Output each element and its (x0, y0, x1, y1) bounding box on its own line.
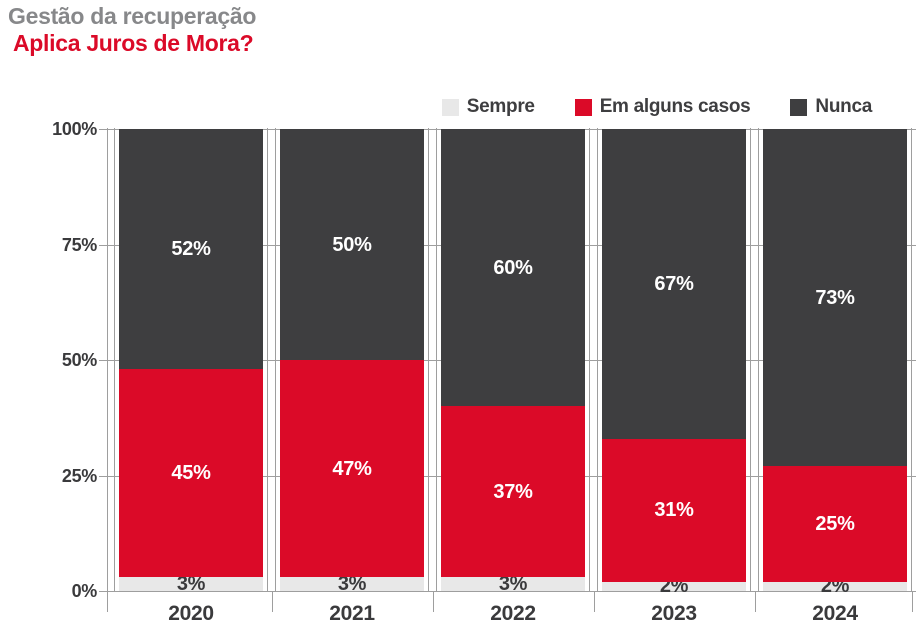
panel-border-right (267, 128, 268, 592)
panel-border-left (758, 128, 759, 592)
bar-segment-nunca: 52% (119, 129, 263, 370)
panel-border-left (275, 128, 276, 592)
bar-2021: 3% 47% 50% (280, 128, 424, 596)
bar-segment-nunca: 50% (280, 129, 424, 360)
legend-item-nunca: Nunca (790, 96, 872, 118)
bar-segment-sempre: 2% (763, 576, 907, 596)
y-tick-label-75: 75% (61, 234, 97, 255)
bar-segment-em-alguns-casos: 47% (280, 360, 424, 578)
legend-label: Nunca (815, 96, 872, 117)
segment-value-label: 3% (498, 573, 528, 596)
segment-value-label: 73% (815, 286, 855, 309)
segment-value-label: 31% (654, 499, 694, 522)
plot-area: 0% 25% 50% 75% 100% 3% 45% 52% 2020 3% 47% 50% 2021 3… (0, 119, 917, 625)
x-tick-label-2024: 2024 (812, 602, 858, 625)
y-tick-label-100: 100% (52, 119, 97, 139)
bar-2022: 3% 37% 60% (441, 128, 585, 596)
x-axis-tick (432, 592, 434, 612)
gridline-0pct (99, 591, 916, 592)
x-tick-label-2022: 2022 (490, 602, 536, 625)
panel-border-right (428, 128, 429, 592)
legend-item-em-alguns-casos: Em alguns casos (574, 96, 751, 118)
y-axis-line (107, 128, 108, 612)
legend-label: Em alguns casos (599, 96, 751, 117)
bar-2024: 2% 25% 73% (763, 128, 907, 596)
y-tick-label-0: 0% (71, 581, 98, 601)
bar-segment-em-alguns-casos: 25% (763, 466, 907, 582)
bar-2020: 3% 45% 52% (119, 128, 263, 596)
segment-value-label: 3% (337, 573, 367, 596)
x-tick-label-2021: 2021 (329, 602, 375, 625)
panel-border-left (114, 128, 115, 592)
segment-value-label: 47% (332, 457, 372, 480)
legend-item-sempre: Sempre (441, 96, 535, 118)
y-tick-label-25: 25% (61, 465, 97, 486)
segment-value-label: 45% (171, 462, 211, 485)
segment-value-label: 60% (493, 256, 533, 279)
segment-value-label: 50% (332, 233, 372, 256)
segment-value-label: 25% (815, 513, 855, 536)
legend-swatch-sempre-icon (441, 98, 459, 116)
panel-border-right (750, 128, 751, 592)
bar-2023: 2% 31% 67% (602, 128, 746, 596)
x-axis-tick (271, 592, 273, 612)
chart-title: Gestão da recuperação (8, 3, 257, 29)
segment-value-label: 52% (171, 238, 211, 261)
legend-swatch-nunca-icon (790, 98, 808, 116)
panel-border-left (597, 128, 598, 592)
bar-segment-em-alguns-casos: 45% (119, 369, 263, 578)
segment-value-label: 37% (493, 480, 533, 503)
panel-border-right (911, 128, 912, 592)
x-axis-tick (754, 592, 756, 612)
legend: Sempre Em alguns casos Nunca (441, 96, 872, 118)
x-axis-tick-right (911, 592, 913, 612)
bar-segment-nunca: 73% (763, 129, 907, 467)
bar-segment-sempre: 2% (602, 576, 746, 596)
panel-border-left (436, 128, 437, 592)
bar-segment-em-alguns-casos: 37% (441, 406, 585, 578)
bar-segment-nunca: 60% (441, 129, 585, 407)
bar-segment-sempre: 3% (119, 573, 263, 596)
bar-segment-sempre: 3% (441, 573, 585, 596)
x-tick-label-2023: 2023 (651, 602, 697, 625)
x-axis-tick (593, 592, 595, 612)
segment-value-label: 67% (654, 272, 694, 295)
legend-label: Sempre (466, 96, 535, 117)
bar-segment-sempre: 3% (280, 573, 424, 596)
panel-border-right (589, 128, 590, 592)
segment-value-label: 3% (176, 573, 206, 596)
y-tick-label-50: 50% (61, 350, 97, 370)
chart-subtitle: Aplica Juros de Mora? (13, 30, 254, 56)
bar-segment-nunca: 67% (602, 129, 746, 439)
legend-swatch-em-alguns-casos-icon (574, 98, 592, 116)
bar-segment-em-alguns-casos: 31% (602, 438, 746, 582)
x-tick-label-2020: 2020 (168, 602, 214, 625)
